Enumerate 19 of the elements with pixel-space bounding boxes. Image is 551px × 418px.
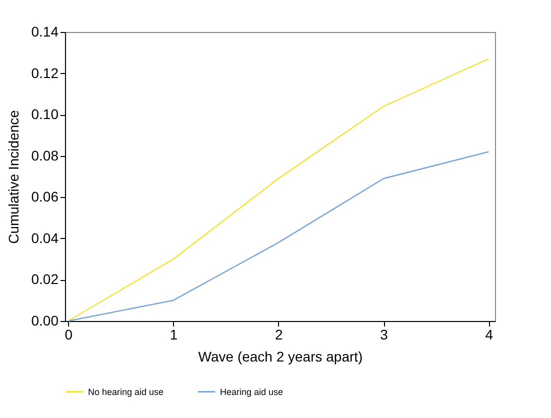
legend-label: Hearing aid use [220,386,284,397]
x-tick-label: 0 [64,326,73,342]
y-tick-label: 0.02 [31,271,59,288]
y-tick-label: 0.08 [31,147,59,164]
y-tick-label: 0.06 [31,188,59,205]
y-tick-label: 0.10 [31,106,59,122]
y-axis-title: Cumulative Incidence [5,110,22,244]
legend-label: No hearing aid use [88,386,164,397]
x-tick-label: 2 [275,326,284,342]
x-axis-title: Wave (each 2 years apart) [198,348,363,364]
y-tick-label: 0.00 [31,312,59,328]
y-tick-label: 0.12 [31,64,59,81]
y-tick-label: 0.14 [31,24,59,40]
y-tick-label: 0.04 [31,230,59,246]
x-tick-label: 3 [380,326,388,342]
x-tick-label: 1 [170,326,178,342]
x-tick-label: 4 [485,326,494,342]
line-series [68,151,490,322]
line-series [68,58,490,322]
